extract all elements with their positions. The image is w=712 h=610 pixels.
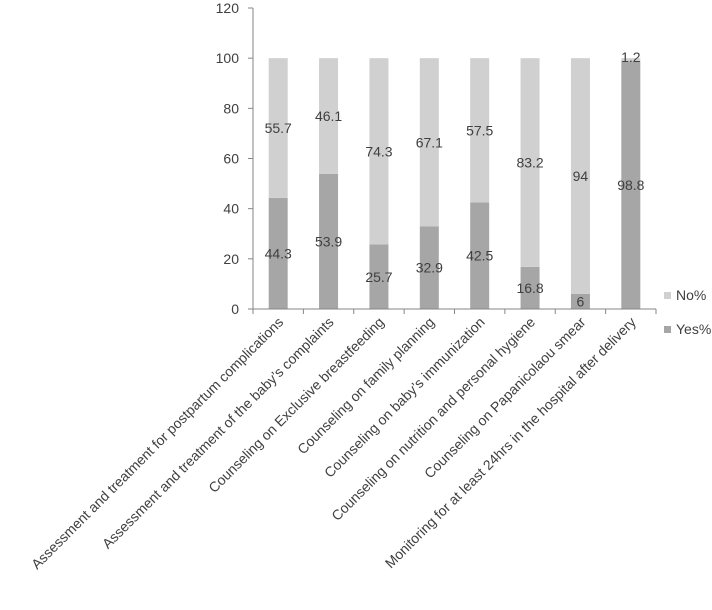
y-tick-label: 60 [223,151,239,167]
data-label-no: 57.5 [466,122,493,138]
legend-swatch [664,326,671,333]
legend-label: No% [676,287,706,303]
category-label: Counseling on Exclusive breastfeeding [205,314,387,496]
y-tick-label: 40 [223,201,239,217]
data-label-yes: 32.9 [416,260,443,276]
legend: No% Yes% [664,287,711,337]
data-label-yes: 6 [577,293,585,309]
legend-label: Yes% [676,321,711,337]
bar-no [621,58,641,62]
bar-yes [570,293,590,309]
bars: 44.3 55.7 53.9 46.1 25.7 74.3 32.9 67.1 42.5 57.5… [265,49,645,309]
y-tick-label: 20 [223,251,239,267]
bar-no [570,58,590,294]
data-label-no: 46.1 [315,108,342,124]
data-label-yes: 44.3 [265,245,292,261]
y-tick-label: 100 [216,50,240,66]
y-tick-label: 80 [223,100,239,116]
data-label-no: 83.2 [516,155,543,171]
bar-no [268,58,288,198]
bar-yes [319,173,339,309]
x-axis: Assessment and treatment for postpartum … [28,308,657,572]
data-label-no: 67.1 [416,134,443,150]
data-label-no: 94 [573,168,589,184]
data-label-no: 55.7 [265,120,292,136]
data-label-no: 1.2 [621,49,641,65]
y-tick-label: 120 [216,0,240,16]
data-label-yes: 42.5 [466,248,493,264]
category-label: Assessment and treatment of the baby’s c… [99,314,337,552]
data-label-yes: 25.7 [365,269,392,285]
bar-yes [470,202,490,309]
bar-no [369,58,389,245]
data-label-yes: 98.8 [617,177,644,193]
data-label-yes: 53.9 [315,233,342,249]
bar-yes [621,61,641,309]
data-label-no: 74.3 [365,143,392,159]
y-axis: 0 20 40 60 80 100 120 [216,0,254,317]
data-label-yes: 16.8 [516,280,543,296]
bar-yes [419,226,439,309]
bar-yes [369,244,389,309]
bar-yes [520,266,540,309]
bar-yes [268,197,288,309]
y-tick-label: 0 [231,301,239,317]
bar-no [520,58,540,267]
legend-swatch [664,292,671,299]
bar-no [470,58,490,203]
bar-no [419,58,439,227]
bar-no [319,58,339,174]
